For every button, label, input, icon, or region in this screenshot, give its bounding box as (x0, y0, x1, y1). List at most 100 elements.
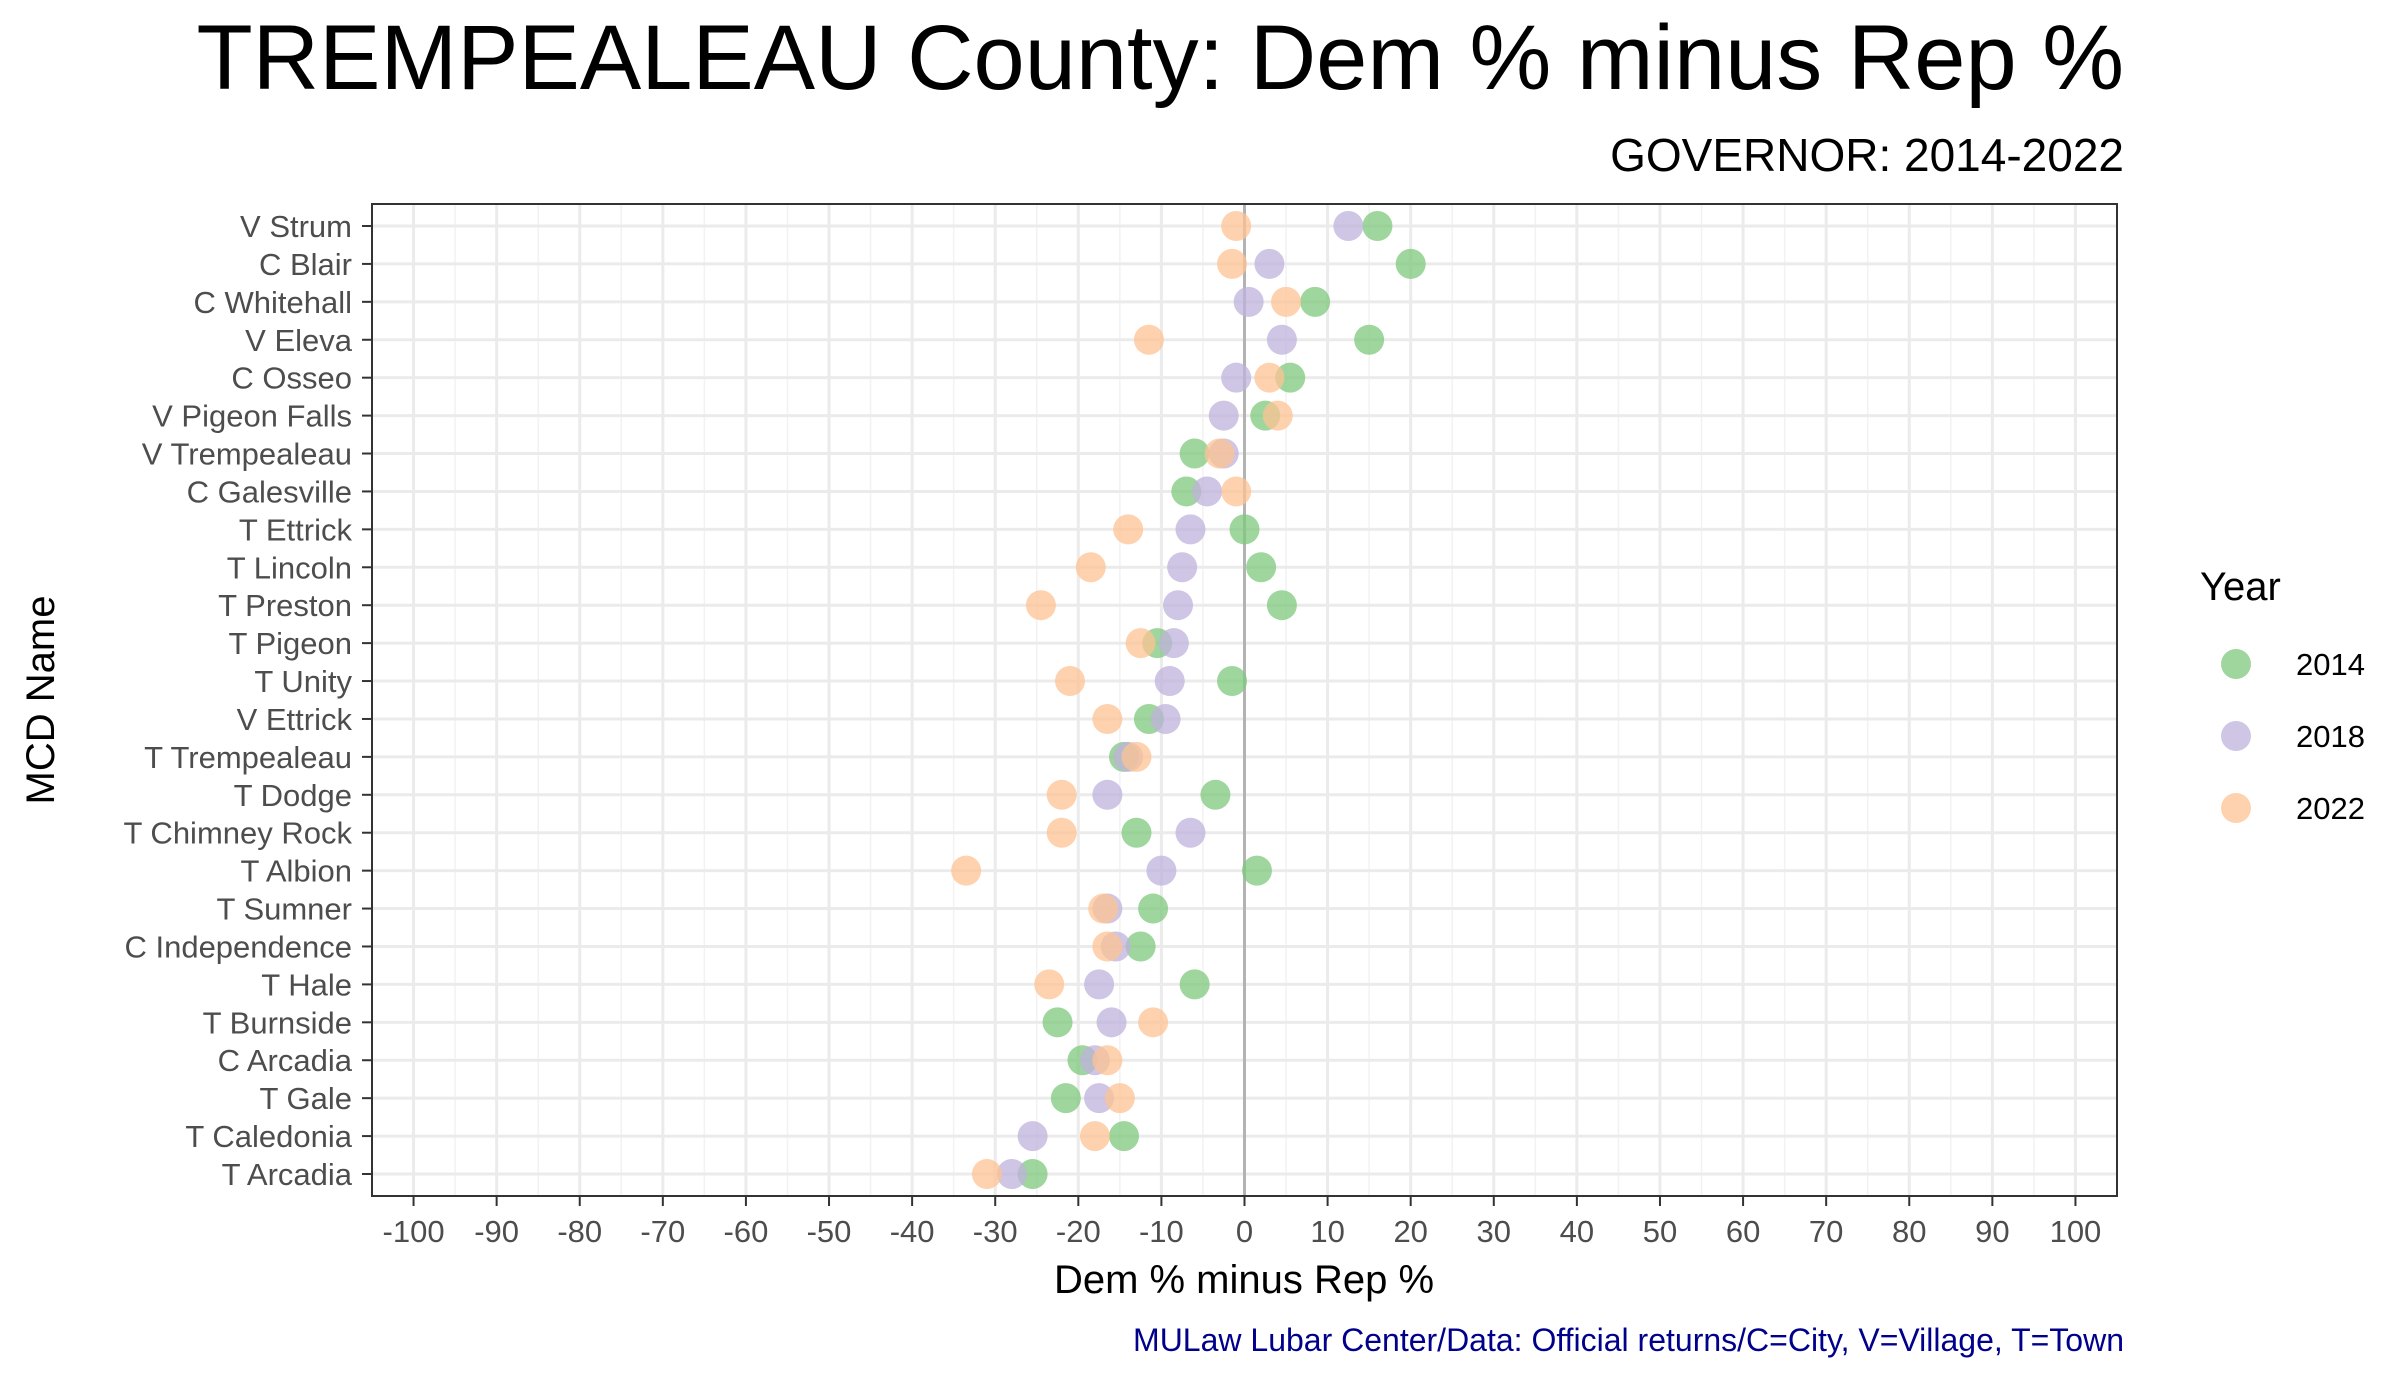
point-2014-t-lincoln (1246, 552, 1277, 583)
y-tick-label: V Eleva (245, 323, 353, 358)
y-tick-label: C Independence (124, 929, 352, 964)
legend-key-2018 (2221, 721, 2251, 751)
y-tick-label: T Trempealeau (144, 740, 352, 775)
x-tick-label: -20 (1056, 1214, 1101, 1249)
legend-label-2018: 2018 (2296, 719, 2365, 754)
x-tick-label: -30 (973, 1214, 1018, 1249)
y-tick-label: T Pigeon (228, 626, 352, 661)
x-tick-label: 10 (1310, 1214, 1344, 1249)
y-tick-label: C Galesville (187, 474, 352, 509)
point-2014-t-caledonia (1109, 1121, 1140, 1152)
point-2014-t-albion (1241, 855, 1272, 886)
point-2022-t-dodge (1046, 779, 1077, 810)
point-2018-t-gale (1084, 1083, 1115, 1114)
legend-title: Year (2200, 565, 2281, 609)
point-2022-t-chimney-rock (1046, 817, 1077, 848)
x-tick-label: -70 (640, 1214, 685, 1249)
x-tick-label: 50 (1643, 1214, 1677, 1249)
legend: Year 2014 2018 2022 (2200, 565, 2365, 826)
y-tick-label: T Hale (261, 967, 352, 1002)
point-2018-t-preston (1163, 590, 1194, 621)
y-tick-label: C Arcadia (218, 1043, 353, 1078)
point-2022-c-independence (1092, 931, 1123, 962)
point-2022-t-trempealeau (1121, 741, 1152, 772)
point-2018-t-chimney-rock (1175, 817, 1206, 848)
y-tick-label: V Trempealeau (142, 437, 352, 472)
point-2022-t-ettrick (1113, 514, 1144, 545)
x-axis: -100 -90 -80 -70 -60 -50 -40 -30 -20 -10 0 10 20 30 40… (383, 1196, 2101, 1249)
point-2018-t-arcadia (996, 1159, 1027, 1189)
point-2014-v-trempealeau (1179, 438, 1210, 469)
point-2022-c-galesville (1221, 476, 1252, 507)
y-tick-label: V Strum (240, 209, 352, 244)
point-2022-t-albion (951, 855, 982, 886)
x-tick-label: 80 (1892, 1214, 1926, 1249)
x-tick-label: -40 (890, 1214, 935, 1249)
x-tick-label: 0 (1236, 1214, 1253, 1249)
point-2018-t-hale (1084, 969, 1115, 1000)
point-2014-t-unity (1217, 666, 1248, 697)
x-axis-title: Dem % minus Rep % (1054, 1258, 1434, 1302)
y-tick-label: T Caledonia (185, 1119, 352, 1154)
y-tick-label: T Ettrick (239, 512, 353, 547)
point-2022-v-pigeon-falls (1262, 400, 1293, 431)
point-2014-t-dodge (1200, 779, 1231, 810)
point-2014-t-preston (1266, 590, 1297, 621)
x-tick-label: 20 (1393, 1214, 1427, 1249)
point-2022-t-caledonia (1079, 1121, 1110, 1152)
point-2022-t-gale (1104, 1083, 1135, 1114)
point-2022-t-burnside (1138, 1007, 1169, 1038)
point-2018-t-albion (1146, 855, 1177, 886)
point-2022-v-trempealeau (1204, 438, 1235, 469)
y-tick-label: T Sumner (216, 892, 352, 927)
legend-key-2014 (2221, 649, 2251, 679)
x-tick-label: -60 (724, 1214, 769, 1249)
x-tick-label: -10 (1139, 1214, 1184, 1249)
point-2022-t-preston (1025, 590, 1056, 621)
point-2014-c-blair (1395, 248, 1426, 279)
point-2018-v-pigeon-falls (1208, 400, 1239, 431)
x-tick-label: -50 (807, 1214, 852, 1249)
y-tick-label: T Arcadia (222, 1157, 353, 1192)
point-2022-c-arcadia (1092, 1045, 1123, 1076)
point-2014-c-osseo (1275, 362, 1306, 393)
y-tick-label: C Blair (259, 247, 352, 282)
point-2022-t-arcadia (971, 1159, 1002, 1189)
y-tick-label: C Osseo (231, 361, 352, 396)
point-2018-t-caledonia (1017, 1121, 1048, 1152)
point-2014-t-chimney-rock (1121, 817, 1152, 848)
y-tick-label: T Gale (260, 1081, 352, 1116)
point-2022-c-osseo (1254, 362, 1285, 393)
x-tick-label: -90 (474, 1214, 519, 1249)
legend-label-2022: 2022 (2296, 791, 2365, 826)
point-2018-t-dodge (1092, 779, 1123, 810)
y-tick-label: V Pigeon Falls (152, 399, 352, 434)
y-tick-label: V Ettrick (237, 702, 353, 737)
point-2018-c-galesville (1192, 476, 1223, 507)
y-tick-label: T Burnside (203, 1005, 352, 1040)
chart-subtitle: GOVERNOR: 2014-2022 (1610, 129, 2124, 181)
point-2018-c-blair (1254, 248, 1285, 279)
point-2018-v-ettrick (1150, 703, 1181, 734)
y-tick-label: T Albion (241, 854, 352, 889)
x-tick-label: 30 (1477, 1214, 1511, 1249)
y-tick-label: T Preston (218, 588, 352, 623)
y-tick-label: C Whitehall (194, 285, 353, 320)
chart-caption: MULaw Lubar Center/Data: Official return… (1133, 1322, 2124, 1358)
point-2022-c-whitehall (1271, 286, 1302, 317)
y-tick-label: T Chimney Rock (123, 816, 352, 851)
point-2014-c-galesville (1171, 476, 1202, 507)
x-tick-label: 40 (1560, 1214, 1594, 1249)
y-tick-label: T Dodge (234, 778, 352, 813)
x-tick-label: -100 (383, 1214, 445, 1249)
point-2014-t-burnside (1042, 1007, 1073, 1038)
x-tick-label: -80 (557, 1214, 602, 1249)
x-tick-label: 60 (1726, 1214, 1760, 1249)
legend-key-2022 (2221, 793, 2251, 823)
x-tick-label: 70 (1809, 1214, 1843, 1249)
point-2014-t-sumner (1138, 893, 1169, 924)
point-2014-t-ettrick (1229, 514, 1260, 545)
